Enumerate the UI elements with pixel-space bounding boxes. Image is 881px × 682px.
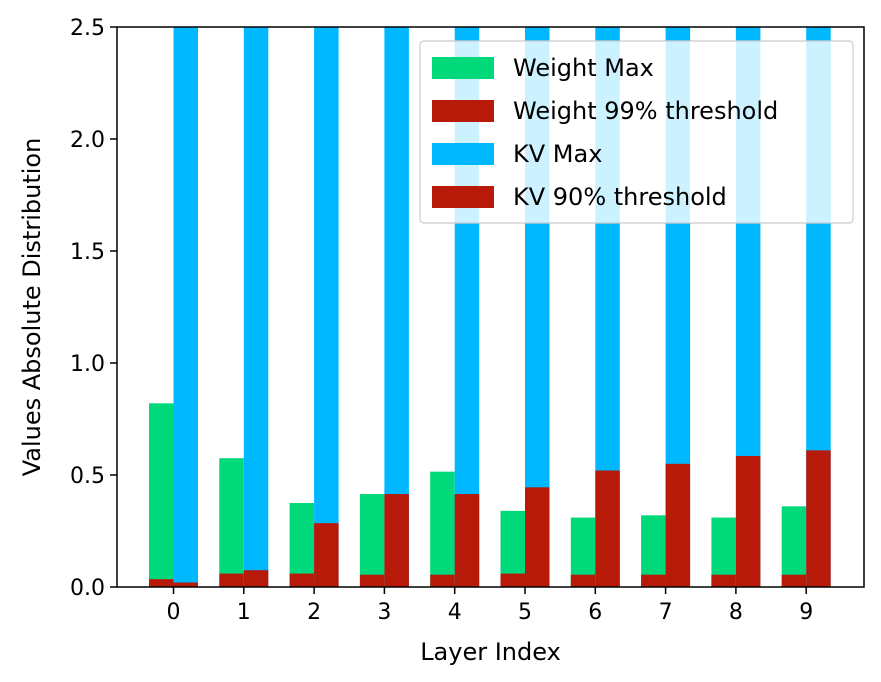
x-axis-label: Layer Index (420, 638, 561, 666)
bar-weight-99-threshold-1 (219, 573, 244, 587)
x-tick-label: 2 (307, 600, 321, 625)
x-tick-label: 6 (588, 600, 602, 625)
legend-swatch (432, 57, 494, 79)
bar-kv-90-threshold-5 (525, 487, 550, 587)
legend-swatch (432, 100, 494, 122)
legend-label: KV Max (513, 140, 602, 168)
x-tick-label: 4 (448, 600, 462, 625)
bar-weight-99-threshold-8 (711, 574, 736, 587)
x-axis: 0 1 2 3 4 5 6 7 8 9 (167, 587, 813, 625)
bar-kv-90-threshold-8 (735, 455, 761, 587)
bar-weight-99-threshold-4 (430, 574, 455, 587)
bar-weight-max-0 (149, 403, 174, 587)
bar-kv-max-2 (314, 27, 339, 587)
legend-swatch (432, 186, 494, 208)
bar-kv-90-threshold-4 (454, 494, 480, 587)
x-tick-label: 7 (659, 600, 673, 625)
x-tick-label: 5 (518, 600, 532, 625)
x-tick-label: 9 (799, 600, 813, 625)
bar-kv-90-threshold-9 (806, 450, 831, 587)
x-tick-label: 0 (167, 600, 181, 625)
y-tick-label: 1.0 (70, 352, 105, 377)
legend-swatch (432, 143, 494, 165)
bar-weight-99-threshold-7 (641, 574, 666, 587)
bar-kv-max-3 (384, 27, 409, 587)
legend-box (419, 40, 854, 224)
legend-label: Weight Max (513, 54, 654, 82)
bar-kv-90-threshold-6 (595, 470, 620, 587)
bar-kv-90-threshold-0 (173, 582, 198, 587)
plot-frame (116, 26, 865, 588)
x-tick-label: 3 (377, 600, 391, 625)
bar-weight-max-2 (289, 503, 315, 587)
bar-weight-99-threshold-0 (149, 579, 174, 587)
y-axis: 0.0 0.5 1.0 1.5 2.0 2.5 (70, 16, 117, 601)
legend-label: KV 90% threshold (513, 183, 727, 211)
bar-kv-90-threshold-3 (384, 494, 409, 587)
y-tick-label: 0.0 (70, 576, 105, 601)
bar-weight-99-threshold-3 (359, 574, 385, 587)
bar-weight-max-1 (219, 458, 244, 587)
bar-weight-max-3 (359, 494, 385, 587)
bar-weight-max-4 (430, 471, 455, 587)
bar-kv-max-1 (243, 27, 269, 587)
y-tick-label: 0.5 (70, 464, 105, 489)
bar-kv-90-threshold-7 (665, 463, 691, 587)
y-tick-label: 1.5 (70, 240, 105, 265)
bar-kv-max-0 (173, 27, 198, 587)
y-tick-label: 2.5 (70, 16, 105, 41)
x-tick-label: 8 (729, 600, 743, 625)
bar-weight-max-9 (781, 506, 807, 587)
legend: Weight Max Weight 99% threshold KV Max KV 9… (419, 40, 854, 224)
y-tick-label: 2.0 (70, 128, 105, 153)
y-axis-label: Values Absolute Distribution (18, 138, 46, 477)
bar-weight-99-threshold-2 (289, 573, 315, 587)
bar-weight-99-threshold-6 (570, 574, 596, 587)
bar-kv-90-threshold-1 (243, 570, 269, 587)
x-tick-label: 1 (237, 600, 251, 625)
legend-label: Weight 99% threshold (513, 97, 778, 125)
bar-kv-90-threshold-2 (314, 523, 339, 587)
bar-weight-99-threshold-5 (500, 573, 525, 587)
bar-weight-99-threshold-9 (781, 574, 807, 587)
